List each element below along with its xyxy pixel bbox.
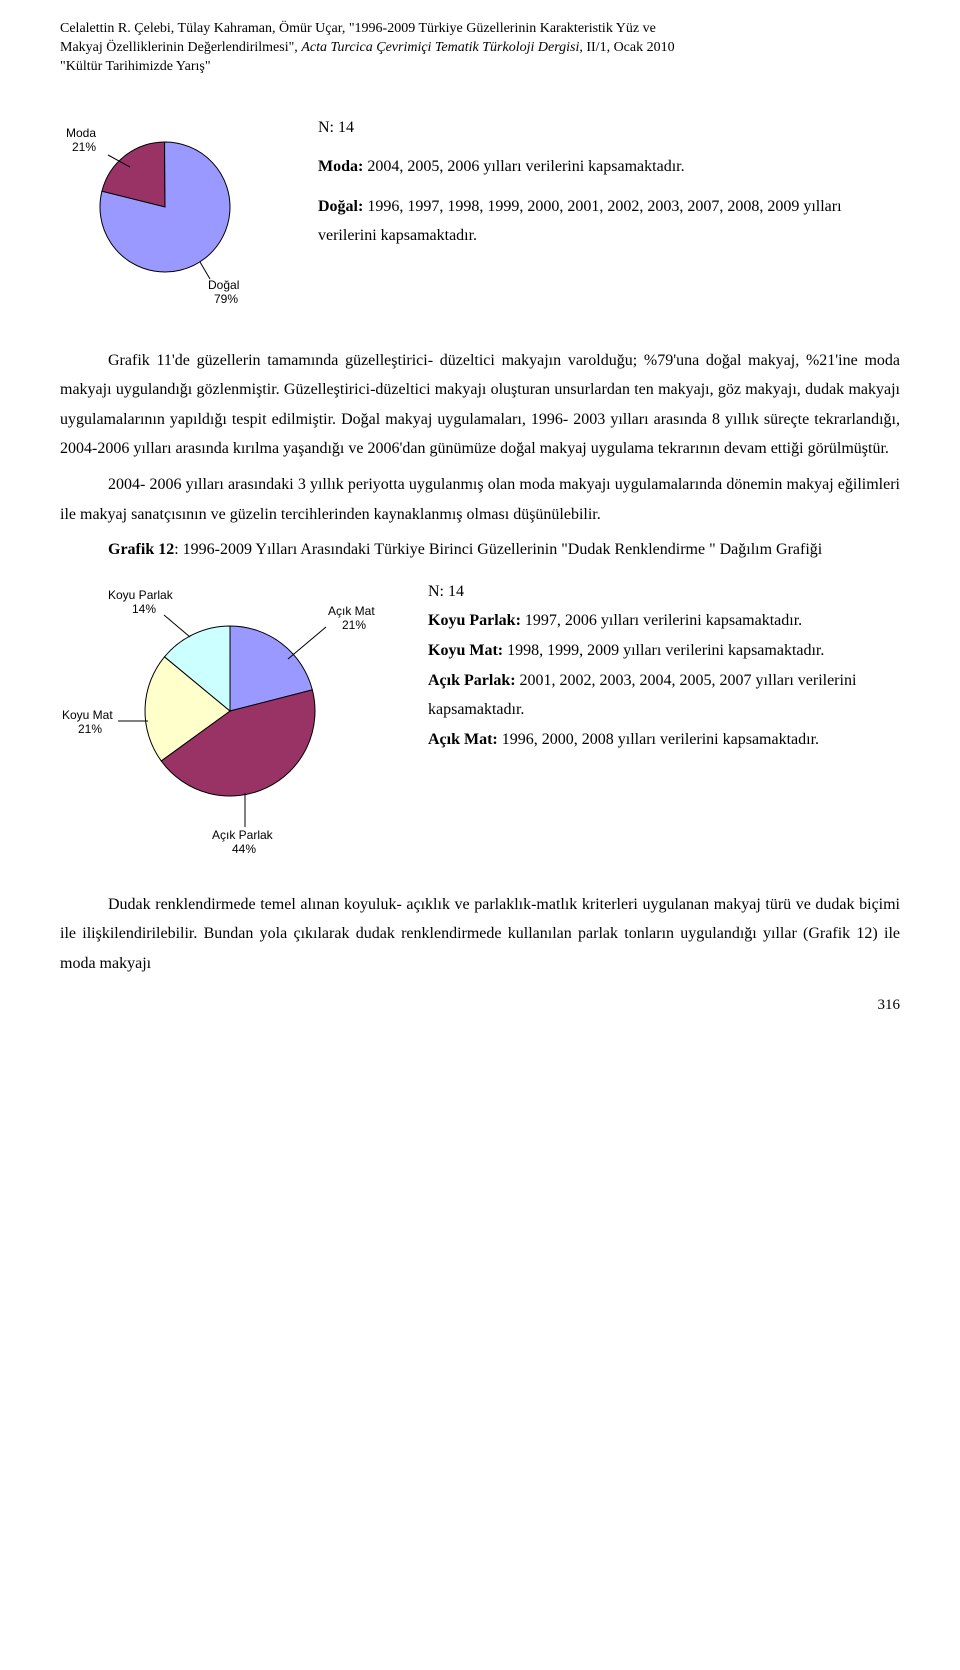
svg-text:Koyu Parlak: Koyu Parlak (108, 588, 174, 602)
figure2-row: Açık Mat21%Açık Parlak44%Koyu Mat21%Koyu… (60, 571, 900, 866)
svg-text:Moda: Moda (66, 126, 96, 140)
chart1-moda-label: Moda: (318, 158, 363, 175)
header-line1: Celalettin R. Çelebi, Tülay Kahraman, Öm… (60, 21, 656, 36)
header-line3: "Kültür Tarihimizde Yarış" (60, 59, 211, 74)
km-text: 1998, 1999, 2009 yılları verilerini kaps… (503, 642, 824, 659)
svg-text:Açık Mat: Açık Mat (328, 604, 375, 618)
chart2-svg: Açık Mat21%Açık Parlak44%Koyu Mat21%Koyu… (60, 571, 400, 861)
svg-text:14%: 14% (132, 602, 156, 616)
paragraph-3: Grafik 12: 1996-2009 Yılları Arasındaki … (60, 535, 900, 565)
svg-text:79%: 79% (214, 292, 238, 306)
body-text-2: Dudak renklendirmede temel alınan koyulu… (60, 890, 900, 979)
chart2-acik-parlak: Açık Parlak: 2001, 2002, 2003, 2004, 200… (428, 666, 900, 725)
body-text: Grafik 11'de güzellerin tamamında güzell… (60, 346, 900, 565)
svg-text:21%: 21% (72, 140, 96, 154)
kp-label: Koyu Parlak: (428, 612, 521, 629)
am-text: 1996, 2000, 2008 yılları verilerini kaps… (498, 731, 819, 748)
chart1-moda-text: 2004, 2005, 2006 yılları verilerini kaps… (363, 158, 684, 175)
header-line2c: , II/1, Ocak 2010 (579, 40, 674, 55)
grafik12-label: Grafik 12 (108, 541, 174, 558)
grafik12-rest: : 1996-2009 Yılları Arasındaki Türkiye B… (174, 541, 822, 558)
paragraph-2: 2004- 2006 yılları arasındaki 3 yıllık p… (60, 470, 900, 529)
chart2-caption: N: 14 Koyu Parlak: 1997, 2006 yılları ve… (428, 571, 900, 755)
paragraph-1: Grafik 11'de güzellerin tamamında güzell… (60, 346, 900, 464)
page-number: 316 (60, 997, 900, 1014)
svg-text:Koyu Mat: Koyu Mat (62, 708, 113, 722)
paragraph-4: Dudak renklendirmede temel alınan koyulu… (60, 890, 900, 979)
chart2-acik-mat: Açık Mat: 1996, 2000, 2008 yılları veril… (428, 725, 900, 755)
page-container: Celalettin R. Çelebi, Tülay Kahraman, Öm… (0, 0, 960, 1054)
svg-text:21%: 21% (342, 618, 366, 632)
page-header: Celalettin R. Çelebi, Tülay Kahraman, Öm… (60, 20, 900, 77)
chart1: Moda21% Doğal79% (60, 107, 290, 322)
chart1-svg: Moda21% Doğal79% (60, 107, 290, 317)
chart1-dogal-text: 1996, 1997, 1998, 1999, 2000, 2001, 2002… (318, 198, 842, 245)
svg-text:Doğal: Doğal (208, 278, 239, 292)
chart2-koyu-mat: Koyu Mat: 1998, 1999, 2009 yılları veril… (428, 636, 900, 666)
svg-text:44%: 44% (232, 842, 256, 856)
figure1-row: Moda21% Doğal79% N: 14 Moda: 2004, 2005, … (60, 107, 900, 322)
chart1-n: N: 14 (318, 113, 900, 143)
chart1-dogal: Doğal: 1996, 1997, 1998, 1999, 2000, 200… (318, 192, 900, 251)
chart1-dogal-label: Doğal: (318, 198, 363, 215)
header-line2a: Makyaj Özelliklerinin Değerlendirilmesi"… (60, 40, 301, 55)
km-label: Koyu Mat: (428, 642, 503, 659)
chart1-caption: N: 14 Moda: 2004, 2005, 2006 yılları ver… (318, 107, 900, 251)
svg-text:21%: 21% (78, 722, 102, 736)
svg-text:Açık Parlak: Açık Parlak (212, 828, 274, 842)
chart2: Açık Mat21%Açık Parlak44%Koyu Mat21%Koyu… (60, 571, 400, 866)
kp-text: 1997, 2006 yılları verilerini kapsamakta… (521, 612, 802, 629)
chart2-koyu-parlak: Koyu Parlak: 1997, 2006 yılları verileri… (428, 606, 900, 636)
header-journal: Acta Turcica Çevrimiçi Tematik Türkoloji… (301, 40, 579, 55)
chart2-n: N: 14 (428, 577, 900, 607)
chart1-moda: Moda: 2004, 2005, 2006 yılları verilerin… (318, 152, 900, 182)
am-label: Açık Mat: (428, 731, 498, 748)
ap-label: Açık Parlak: (428, 672, 516, 689)
